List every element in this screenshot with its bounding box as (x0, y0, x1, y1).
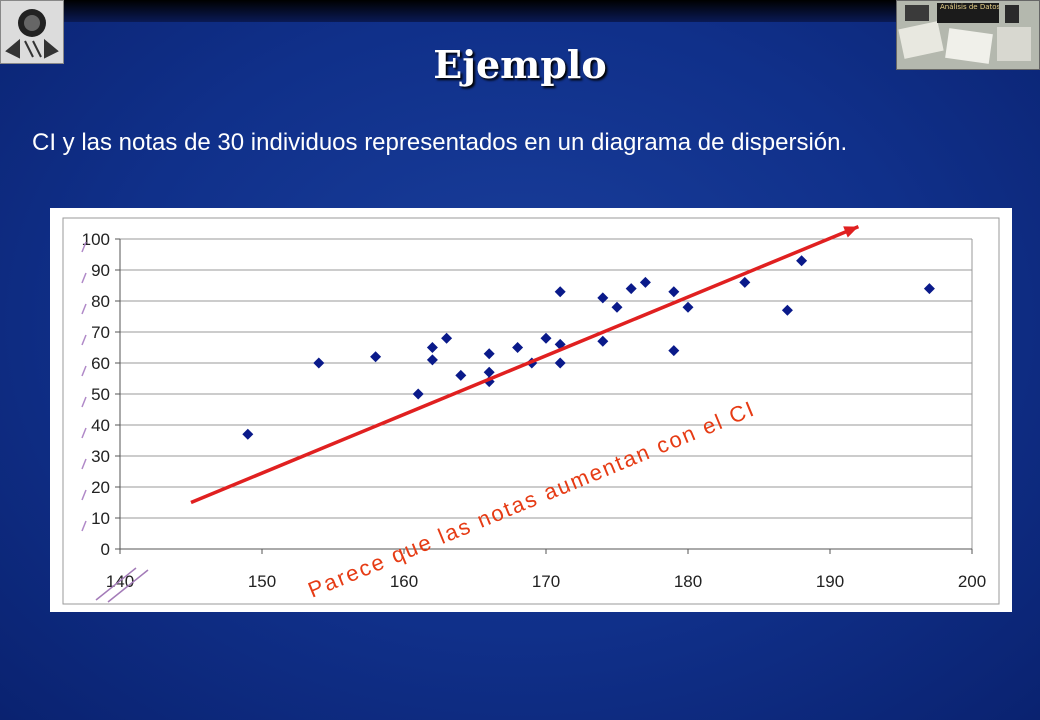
course-logo-banner: Análisis de Datos en Psicología (937, 3, 999, 23)
y-tick-label: 20 (91, 478, 110, 497)
y-tick-label: 10 (91, 509, 110, 528)
pen-tick-mark (81, 272, 87, 284)
data-point (554, 286, 566, 298)
y-tick-label: 30 (91, 447, 110, 466)
axis-break-mark (107, 569, 149, 603)
university-logo-icon (1, 1, 63, 63)
data-points (242, 255, 935, 440)
data-point (796, 255, 808, 267)
pen-tick-mark (81, 489, 87, 501)
axis-break-mark (95, 567, 137, 601)
course-logo: Análisis de Datos en Psicología (896, 0, 1040, 70)
trend-arrow-line (190, 224, 860, 505)
data-point (625, 283, 637, 295)
data-point (455, 369, 467, 381)
data-point (313, 357, 325, 369)
data-point (554, 357, 566, 369)
data-point (426, 342, 438, 353)
chart-frame (62, 217, 1000, 605)
slide-subtitle: CI y las notas de 30 individuos represen… (32, 129, 848, 156)
university-logo (0, 0, 64, 64)
trend-arrow (190, 224, 860, 505)
scatter-chart: 0102030405060708090100140150160170180190… (62, 217, 1000, 605)
data-point (540, 332, 552, 344)
chart-container: 0102030405060708090100140150160170180190… (50, 208, 1012, 612)
x-tick-label: 150 (248, 572, 276, 591)
data-point (483, 366, 495, 378)
x-tick-label: 160 (390, 572, 418, 591)
data-point (441, 332, 453, 344)
data-point (682, 301, 694, 313)
data-point (370, 351, 382, 363)
pen-tick-mark (81, 334, 87, 346)
pen-marks (81, 241, 149, 603)
data-point (781, 304, 793, 316)
data-point (597, 292, 609, 304)
data-point (597, 335, 609, 347)
tick-labels: 0102030405060708090100140150160170180190… (82, 230, 987, 591)
pen-tick-mark (81, 365, 87, 377)
y-tick-label: 40 (91, 416, 110, 435)
pen-tick-mark (81, 303, 87, 315)
x-tick-label: 180 (674, 572, 702, 591)
y-tick-label: 50 (91, 385, 110, 404)
data-point (668, 345, 680, 357)
top-bar (0, 0, 1040, 22)
data-point (611, 301, 623, 313)
slide-title: Ejemplo (433, 42, 607, 87)
x-tick-label: 200 (958, 572, 986, 591)
data-point (739, 276, 751, 288)
data-point (412, 388, 424, 400)
pen-tick-mark (81, 427, 87, 439)
data-point (512, 342, 524, 353)
grid-lines (120, 238, 973, 549)
pen-tick-mark (81, 520, 87, 532)
y-tick-label: 100 (82, 230, 110, 249)
trend-arrow-head (843, 226, 859, 238)
data-point (426, 354, 438, 366)
y-tick-label: 0 (101, 540, 110, 559)
data-point (242, 428, 254, 440)
y-tick-label: 80 (91, 292, 110, 311)
y-tick-label: 60 (91, 354, 110, 373)
data-point (483, 348, 495, 360)
pen-tick-mark (81, 396, 87, 408)
data-point (923, 283, 935, 295)
pen-tick-mark (81, 458, 87, 470)
x-tick-label: 170 (532, 572, 560, 591)
pen-tick-mark (81, 241, 87, 253)
y-tick-label: 90 (91, 261, 110, 280)
y-tick-label: 70 (91, 323, 110, 342)
x-tick-label: 190 (816, 572, 844, 591)
axes (115, 238, 973, 554)
data-point (639, 276, 651, 288)
data-point (668, 286, 680, 298)
